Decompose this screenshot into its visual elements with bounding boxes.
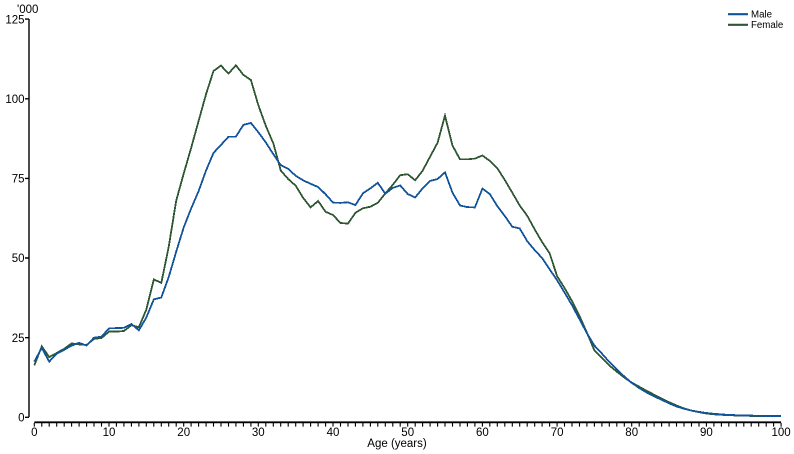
svg-text:Female: Female bbox=[751, 20, 783, 31]
svg-text:70: 70 bbox=[551, 427, 564, 439]
svg-text:75: 75 bbox=[12, 174, 25, 186]
svg-text:50: 50 bbox=[401, 427, 414, 439]
svg-text:80: 80 bbox=[625, 427, 638, 439]
svg-text:'000: '000 bbox=[17, 4, 38, 16]
svg-text:100: 100 bbox=[772, 427, 791, 439]
svg-text:20: 20 bbox=[177, 427, 190, 439]
svg-text:0: 0 bbox=[31, 427, 37, 439]
svg-text:125: 125 bbox=[5, 14, 24, 26]
svg-text:30: 30 bbox=[252, 427, 265, 439]
svg-text:25: 25 bbox=[12, 333, 25, 345]
svg-text:Age (years): Age (years) bbox=[367, 438, 427, 450]
svg-text:0: 0 bbox=[18, 413, 24, 425]
svg-text:40: 40 bbox=[327, 427, 340, 439]
svg-text:10: 10 bbox=[103, 427, 116, 439]
svg-text:100: 100 bbox=[5, 94, 24, 106]
svg-text:Male: Male bbox=[751, 9, 772, 20]
svg-text:90: 90 bbox=[700, 427, 713, 439]
svg-text:60: 60 bbox=[476, 427, 489, 439]
svg-text:50: 50 bbox=[12, 253, 25, 265]
